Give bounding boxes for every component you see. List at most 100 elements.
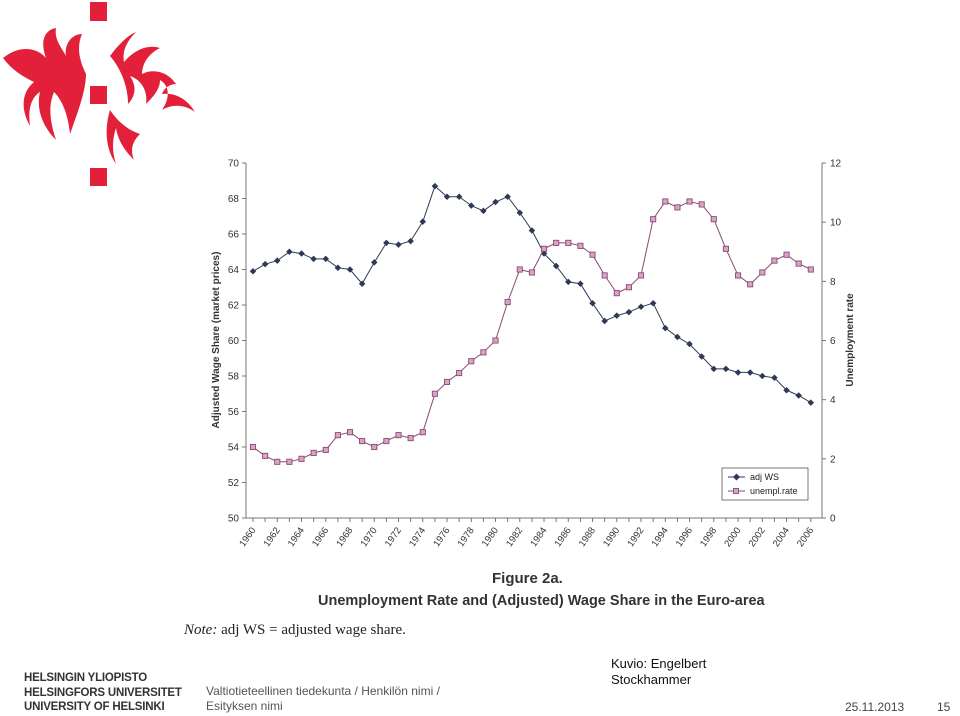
point-adj-ws	[310, 255, 317, 263]
left-tick-label: 66	[228, 230, 240, 241]
point-adj-ws	[795, 392, 802, 399]
right-tick-label: 2	[830, 454, 836, 465]
point-adj-ws	[407, 237, 414, 245]
point-unempl-rate	[492, 337, 499, 344]
point-unempl-rate	[686, 198, 693, 205]
x-tick-label: 2000	[722, 525, 743, 549]
point-adj-ws	[419, 218, 427, 225]
right-tick-label: 8	[830, 277, 836, 288]
x-tick-label: 1968	[334, 525, 355, 549]
university-name-fi: HELSINGIN YLIOPISTO	[24, 672, 147, 684]
point-adj-ws	[759, 372, 766, 380]
university-name-sv: HELSINGFORS UNIVERSITET	[24, 686, 182, 699]
credit-line-2: Stockhammer	[611, 672, 692, 687]
point-adj-ws	[298, 250, 305, 257]
x-tick-label: 1978	[456, 525, 477, 549]
point-unempl-rate	[528, 269, 535, 276]
point-adj-ws	[261, 260, 269, 268]
point-adj-ws	[346, 266, 354, 273]
point-unempl-rate	[334, 432, 341, 439]
point-adj-ws	[334, 264, 342, 271]
point-unempl-rate	[395, 432, 402, 439]
page-number: 15	[937, 700, 951, 714]
point-unempl-rate	[747, 281, 754, 288]
point-adj-ws	[273, 257, 281, 264]
point-unempl-rate	[625, 284, 632, 291]
x-tick-label: 2002	[747, 525, 768, 549]
point-adj-ws	[722, 365, 730, 373]
right-tick-label: 4	[830, 395, 836, 406]
point-unempl-rate	[310, 449, 317, 456]
left-tick-label: 56	[228, 407, 240, 418]
x-tick-label: 1964	[286, 525, 307, 549]
x-tick-label: 1996	[674, 525, 695, 549]
legend-marker-unempl-rate	[733, 488, 739, 494]
point-adj-ws	[431, 182, 439, 190]
point-adj-ws	[662, 324, 669, 332]
x-tick-label: 1960	[237, 525, 258, 549]
university-name-block: HELSINGIN YLIOPISTO HELSINGFORS UNIVERSI…	[24, 671, 182, 715]
point-unempl-rate	[274, 458, 281, 465]
figure-note: Note: adj WS = adjusted wage share.	[184, 622, 406, 639]
x-tick-label: 1962	[262, 525, 283, 549]
x-tick-label: 1972	[383, 525, 404, 549]
point-unempl-rate	[298, 455, 305, 462]
point-adj-ws	[358, 280, 366, 287]
x-tick-label: 1994	[650, 525, 671, 549]
right-tick-label: 6	[830, 336, 836, 347]
point-adj-ws	[249, 268, 257, 275]
point-unempl-rate	[443, 378, 451, 385]
x-tick-label: 1976	[431, 525, 452, 549]
legend-marker-adj-ws	[732, 473, 741, 481]
university-name-en: UNIVERSITY OF HELSINKI	[24, 701, 165, 713]
legend-label-adj-ws: adj WS	[750, 472, 779, 482]
point-adj-ws	[625, 308, 633, 316]
point-unempl-rate	[722, 245, 729, 252]
point-unempl-rate	[735, 272, 742, 279]
point-unempl-rate	[540, 245, 548, 252]
left-tick-label: 70	[228, 159, 240, 170]
right-tick-label: 0	[830, 514, 836, 525]
x-tick-label: 1988	[577, 525, 598, 549]
x-tick-label: 1970	[359, 525, 380, 549]
point-adj-ws	[649, 299, 657, 307]
point-unempl-rate	[601, 272, 608, 279]
point-adj-ws	[746, 369, 754, 376]
left-tick-label: 62	[228, 301, 240, 312]
point-unempl-rate	[795, 260, 802, 267]
point-unempl-rate	[710, 216, 717, 223]
left-tick-label: 50	[228, 514, 240, 525]
legend-label-unempl-rate: unempl.rate	[750, 486, 798, 496]
point-unempl-rate	[589, 251, 596, 258]
faculty-line-1: Valtiotieteellinen tiedekunta / Henkilön…	[206, 684, 440, 698]
faculty-line-2: Esityksen nimi	[206, 699, 283, 713]
point-adj-ws	[383, 239, 390, 247]
left-tick-label: 52	[228, 478, 240, 489]
left-tick-label: 54	[228, 443, 240, 454]
point-unempl-rate	[480, 349, 487, 356]
point-unempl-rate	[431, 390, 438, 397]
point-unempl-rate	[359, 438, 366, 445]
point-adj-ws	[371, 259, 378, 266]
point-unempl-rate	[419, 429, 426, 436]
point-unempl-rate	[637, 272, 645, 279]
point-adj-ws	[613, 312, 621, 319]
x-tick-label: 2004	[771, 525, 792, 549]
x-tick-label: 1974	[407, 525, 428, 549]
left-tick-label: 58	[228, 372, 240, 383]
x-tick-label: 1984	[528, 525, 549, 549]
point-unempl-rate	[322, 446, 329, 454]
left-tick-label: 60	[228, 336, 240, 347]
credit-line-1: Kuvio: Engelbert	[611, 656, 707, 671]
point-unempl-rate	[262, 452, 269, 459]
point-unempl-rate	[759, 269, 766, 276]
x-tick-label: 1990	[601, 525, 622, 549]
faculty-line: Valtiotieteellinen tiedekunta / Henkilön…	[206, 684, 440, 714]
point-unempl-rate	[346, 429, 354, 436]
point-adj-ws	[589, 299, 596, 307]
point-unempl-rate	[613, 290, 620, 297]
point-unempl-rate	[674, 204, 681, 211]
right-tick-label: 12	[830, 159, 842, 170]
left-tick-label: 68	[228, 194, 240, 205]
